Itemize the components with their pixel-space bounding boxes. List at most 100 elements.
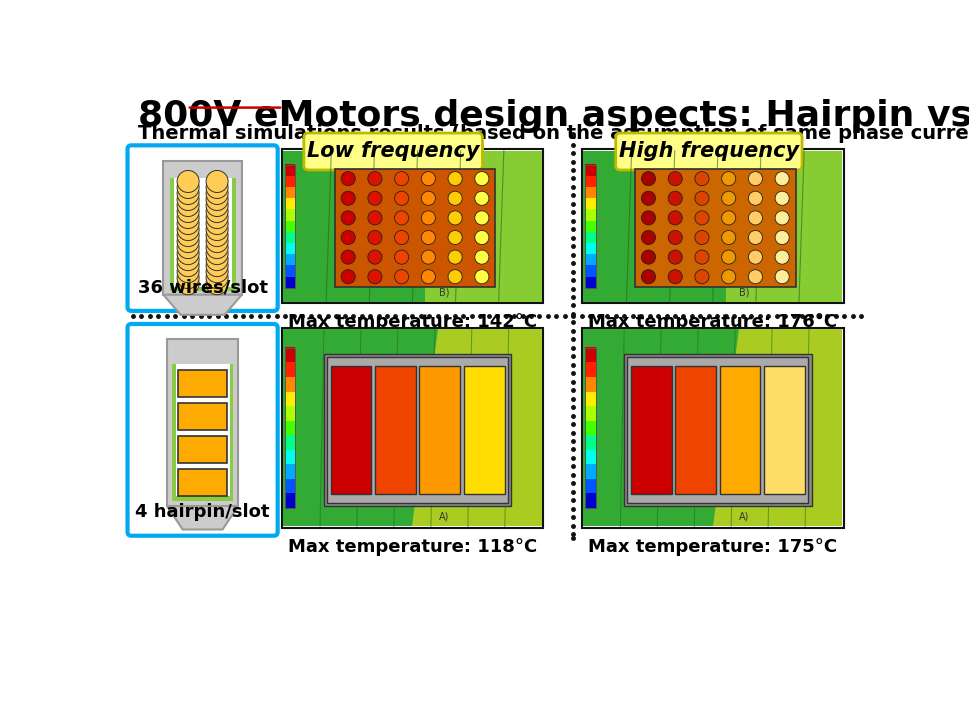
FancyBboxPatch shape — [127, 324, 277, 536]
Circle shape — [177, 194, 199, 217]
Bar — [375, 366, 416, 494]
Bar — [419, 366, 459, 494]
Bar — [284, 376, 296, 391]
Polygon shape — [725, 151, 841, 302]
Bar — [581, 328, 843, 528]
Bar — [284, 220, 296, 232]
Circle shape — [205, 224, 228, 247]
Bar — [584, 242, 595, 255]
Bar — [284, 198, 296, 209]
Circle shape — [205, 260, 228, 282]
Circle shape — [721, 230, 735, 244]
Circle shape — [205, 267, 228, 289]
Circle shape — [641, 270, 655, 284]
Circle shape — [177, 267, 199, 289]
Bar — [584, 176, 595, 187]
Circle shape — [341, 230, 355, 244]
Bar — [584, 435, 595, 450]
Bar — [284, 348, 296, 508]
Bar — [284, 232, 296, 243]
Bar — [584, 348, 595, 362]
Bar — [719, 366, 760, 494]
Bar — [173, 179, 232, 287]
Text: B): B) — [738, 287, 749, 297]
Text: A): A) — [438, 512, 449, 522]
Circle shape — [177, 242, 199, 265]
Circle shape — [205, 206, 228, 229]
Bar — [284, 348, 296, 362]
Bar — [327, 357, 508, 503]
Circle shape — [394, 250, 408, 264]
Bar — [178, 436, 227, 463]
Bar — [635, 168, 795, 287]
Circle shape — [474, 270, 488, 284]
Polygon shape — [712, 329, 841, 526]
Circle shape — [694, 250, 708, 264]
Circle shape — [367, 191, 382, 205]
Bar — [284, 164, 296, 176]
Bar — [284, 435, 296, 450]
Circle shape — [448, 270, 461, 284]
Circle shape — [177, 255, 199, 277]
Circle shape — [177, 249, 199, 270]
Circle shape — [774, 191, 789, 205]
Bar — [284, 242, 296, 255]
Circle shape — [694, 171, 708, 186]
Circle shape — [641, 211, 655, 225]
Circle shape — [668, 211, 681, 225]
Circle shape — [205, 237, 228, 259]
Bar — [627, 357, 807, 503]
Bar — [582, 151, 841, 302]
Text: 800V eMotors design aspects: Hairpin vs Stranded wires: 800V eMotors design aspects: Hairpin vs … — [138, 99, 969, 133]
Circle shape — [177, 206, 199, 229]
Bar — [584, 220, 595, 232]
Bar — [324, 354, 511, 506]
Bar — [584, 362, 595, 377]
Bar — [178, 469, 227, 496]
Bar — [624, 354, 811, 506]
Circle shape — [205, 189, 228, 211]
Circle shape — [448, 211, 461, 225]
Bar — [175, 364, 230, 496]
Circle shape — [694, 191, 708, 205]
FancyBboxPatch shape — [303, 133, 482, 170]
Circle shape — [668, 250, 681, 264]
FancyBboxPatch shape — [615, 133, 801, 170]
Circle shape — [177, 201, 199, 222]
Circle shape — [177, 231, 199, 252]
Bar — [284, 493, 296, 508]
Circle shape — [721, 250, 735, 264]
Bar — [284, 265, 296, 277]
Circle shape — [177, 176, 199, 199]
Circle shape — [747, 211, 762, 225]
Bar — [284, 450, 296, 465]
Polygon shape — [167, 506, 238, 529]
Circle shape — [367, 270, 382, 284]
Bar — [283, 151, 542, 302]
Circle shape — [641, 250, 655, 264]
Text: 4 hairpin/slot: 4 hairpin/slot — [136, 503, 269, 521]
Bar — [178, 370, 227, 397]
Circle shape — [177, 212, 199, 234]
Circle shape — [177, 260, 199, 282]
Circle shape — [177, 224, 199, 247]
Bar — [674, 366, 715, 494]
Circle shape — [448, 171, 461, 186]
Bar — [584, 276, 595, 288]
Circle shape — [177, 183, 199, 204]
Bar — [172, 364, 233, 501]
Bar — [284, 276, 296, 288]
Bar — [178, 403, 227, 430]
Bar — [584, 265, 595, 277]
Circle shape — [341, 171, 355, 186]
Circle shape — [205, 249, 228, 270]
Circle shape — [747, 270, 762, 284]
Circle shape — [394, 191, 408, 205]
Bar — [284, 362, 296, 377]
Polygon shape — [163, 295, 241, 315]
Circle shape — [641, 171, 655, 186]
Circle shape — [694, 230, 708, 244]
Bar — [170, 178, 235, 290]
Circle shape — [367, 211, 382, 225]
Bar — [584, 254, 595, 265]
